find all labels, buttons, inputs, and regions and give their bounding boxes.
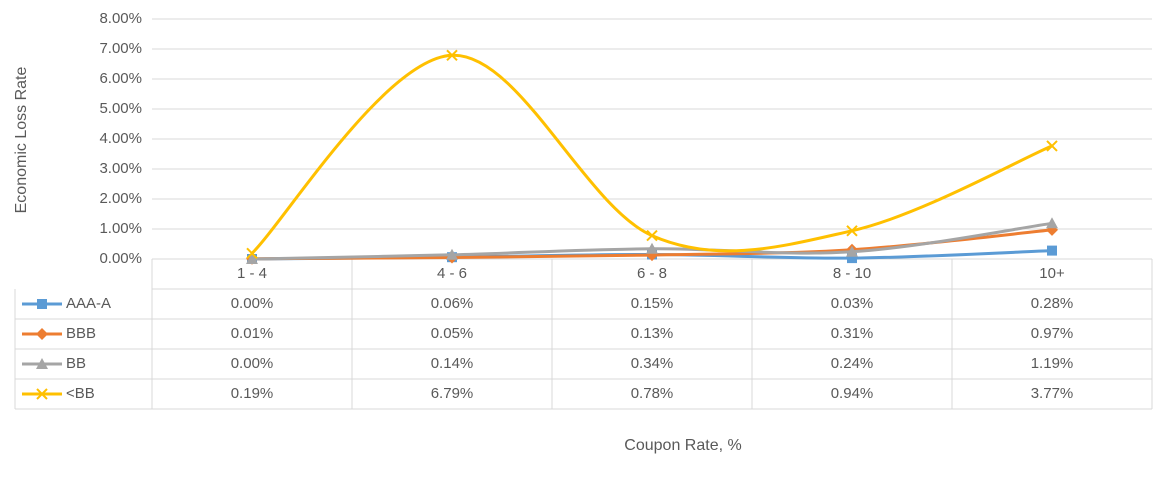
- y-tick-label: 8.00%: [99, 10, 142, 27]
- table-cell: 0.06%: [431, 295, 474, 312]
- marker: [1046, 140, 1058, 152]
- y-tick-label: 4.00%: [99, 130, 142, 147]
- y-tick-label: 6.00%: [99, 70, 142, 87]
- y-tick-label: 3.00%: [99, 160, 142, 177]
- table-cell: 0.05%: [431, 325, 474, 342]
- marker: [646, 229, 658, 242]
- marker: [36, 328, 48, 340]
- y-tick-label: 2.00%: [99, 190, 142, 207]
- table-cell: 0.03%: [831, 295, 874, 312]
- table-cell: 1.19%: [1031, 355, 1074, 372]
- marker: [846, 225, 858, 237]
- y-tick-label: 1.00%: [99, 220, 142, 237]
- table-cell: 0.13%: [631, 325, 674, 342]
- table-cell: 0.24%: [831, 355, 874, 372]
- marker: [646, 242, 658, 254]
- table-cell: 0.31%: [831, 325, 874, 342]
- y-tick-label: 0.00%: [99, 250, 142, 267]
- x-tick-label: 8 - 10: [833, 265, 871, 282]
- marker: [36, 358, 48, 369]
- marker: [36, 388, 48, 400]
- legend-label: BBB: [66, 325, 96, 342]
- marker: [246, 253, 258, 264]
- marker: [37, 299, 47, 309]
- marker: [847, 253, 857, 264]
- y-axis-title: Economic Loss Rate: [13, 67, 30, 214]
- table-cell: 0.00%: [231, 295, 274, 312]
- marker: [1047, 245, 1057, 256]
- table-cell: 6.79%: [431, 385, 474, 402]
- table-cell: 0.34%: [631, 355, 674, 372]
- table-cell: 0.97%: [1031, 325, 1074, 342]
- table-cell: 0.14%: [431, 355, 474, 372]
- table-cell: 0.00%: [231, 355, 274, 372]
- x-tick-label: 10+: [1039, 265, 1065, 282]
- legend-label: AAA-A: [66, 295, 111, 312]
- table-cell: 0.28%: [1031, 295, 1074, 312]
- legend-label: <BB: [66, 385, 95, 402]
- marker: [446, 248, 458, 260]
- y-tick-label: 5.00%: [99, 100, 142, 117]
- table-cell: 0.94%: [831, 385, 874, 402]
- table-cell: 0.78%: [631, 385, 674, 402]
- x-tick-label: 1 - 4: [237, 265, 267, 282]
- table-cell: 0.15%: [631, 295, 674, 312]
- x-tick-label: 6 - 8: [637, 265, 667, 282]
- table-cell: 0.01%: [231, 325, 274, 342]
- series-line: [250, 53, 1053, 255]
- marker: [846, 245, 858, 257]
- table-cell: 0.19%: [231, 385, 274, 402]
- y-tick-label: 7.00%: [99, 40, 142, 57]
- table-cell: 3.77%: [1031, 385, 1074, 402]
- marker: [246, 247, 258, 260]
- x-axis-title: Coupon Rate, %: [624, 437, 741, 454]
- marker: [1046, 217, 1058, 229]
- x-tick-label: 4 - 6: [437, 265, 467, 282]
- marker: [446, 49, 458, 62]
- legend-label: BB: [66, 355, 86, 372]
